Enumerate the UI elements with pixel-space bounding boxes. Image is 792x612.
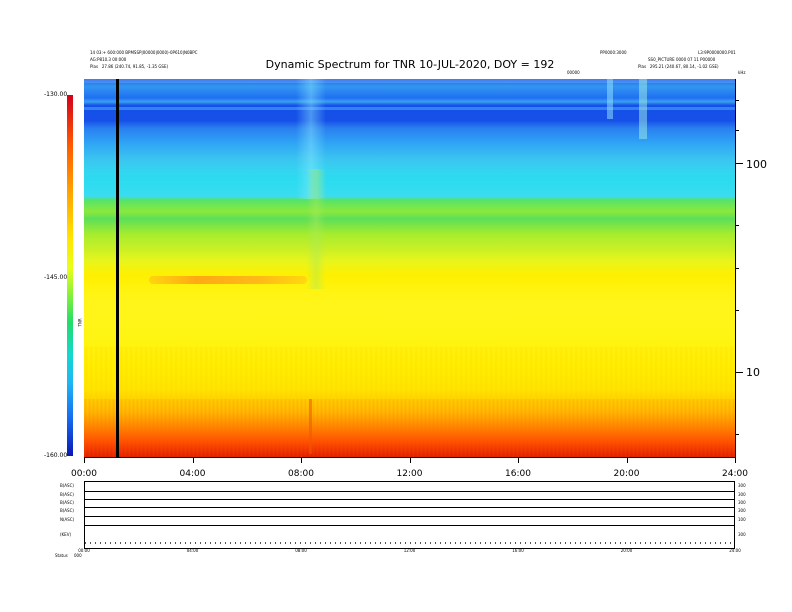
bottom-x-tick-label: 04:00 xyxy=(186,548,199,553)
emission-band xyxy=(149,276,307,284)
y-minor-tick xyxy=(735,434,739,435)
panel-row-right-4: 300 xyxy=(738,508,746,513)
x-tick xyxy=(626,457,628,463)
y-minor-tick xyxy=(735,225,739,226)
time-marker-line xyxy=(116,79,119,457)
header-right-mid: SS0_PICTURE 0000 07 11 P00000 xyxy=(648,57,716,62)
x-tick xyxy=(84,457,85,463)
plas-values-left: 27.86 (240.74, 91.85, -1.35 GSE) xyxy=(101,64,169,69)
panel-row-right-6: 300 xyxy=(738,532,746,537)
y-tick-label-10: 10 xyxy=(746,366,760,379)
header-info-line1: 14 03:+ 600:000 BPMSSP|00000|0000)-0P610… xyxy=(90,50,198,55)
plas-label-left: Plas xyxy=(90,64,99,69)
x-tick xyxy=(735,457,736,463)
header-info-line3: Plas 27.86 (240.74, 91.85, -1.35 GSE) xyxy=(90,64,168,69)
header-info-line2: AG:P810.3 00:000 xyxy=(90,57,127,62)
colorbar-tick-top: -130.00 xyxy=(44,91,68,98)
panel-row-label-5: N(ASC) xyxy=(60,517,75,522)
x-tick xyxy=(409,457,411,463)
y-tick-100 xyxy=(735,163,743,164)
panel-row-label-2: B(ASC) xyxy=(60,492,74,497)
x-tick xyxy=(301,457,302,463)
panel-row-label-3: B(ASC) xyxy=(60,500,74,505)
bottom-x-tick-label: 20:00 xyxy=(620,548,633,553)
bottom-x-tick-label: 16:00 xyxy=(512,548,524,553)
x-tick-label: 08:00 xyxy=(288,469,314,479)
header-info-right: Plas 295.21 (240.67, 80.14, -1.02 GSE) xyxy=(638,64,719,69)
x-tick-label: 20:00 xyxy=(613,469,640,479)
x-tick-label: 16:00 xyxy=(505,469,531,479)
x-tick-label: 24:00 xyxy=(722,469,748,479)
x-tick-label: 04:00 xyxy=(179,469,206,479)
plas-label-right: Plas xyxy=(638,64,647,69)
x-tick-label: 12:00 xyxy=(396,469,423,479)
status-value: 000 xyxy=(74,553,82,558)
panel-row-right-2: 300 xyxy=(738,492,746,497)
y-tick-label-100: 100 xyxy=(746,158,767,171)
chart-title: Dynamic Spectrum for TNR 10-JUL-2020, DO… xyxy=(265,58,555,71)
panel-row-label-4: B(ASC) xyxy=(60,508,74,513)
bottom-data-panel xyxy=(84,481,735,549)
y-minor-tick xyxy=(735,268,739,269)
colorbar-label: TNR xyxy=(77,318,83,327)
panel-row-right-1: 300 xyxy=(738,483,746,488)
x-tick-label: 00:00 xyxy=(71,469,97,479)
panel-row-label-1: B(ASC) xyxy=(60,483,74,488)
panel-row-label-6: (KEV) xyxy=(60,532,72,537)
y-minor-tick xyxy=(735,130,739,131)
y-tick-10 xyxy=(735,372,743,373)
panel-row-right-3: 300 xyxy=(738,500,746,505)
unit-label-khz: kHz xyxy=(738,70,746,75)
status-label: Status xyxy=(55,553,68,558)
y-minor-tick xyxy=(735,310,739,311)
colorbar-tick-bottom: -160.00 xyxy=(44,452,68,459)
header-right-a: PP0000:3000 xyxy=(600,50,627,55)
colorbar-tick-mid: -145.00 xyxy=(44,274,68,281)
y-minor-tick xyxy=(735,100,739,101)
x-tick xyxy=(518,457,519,463)
plas-values-right: 295.21 (240.67, 80.14, -1.02 GSE) xyxy=(649,64,719,69)
header-small-mid: 00000 xyxy=(567,70,580,75)
bottom-x-tick-label: 08:00 xyxy=(295,548,307,553)
bottom-x-tick-label: 00:00 xyxy=(78,548,90,553)
header-right-b: L3:9P0000000.P01 xyxy=(698,50,736,55)
colorbar xyxy=(67,95,73,456)
x-tick xyxy=(192,457,194,463)
bottom-x-tick-label: 12:00 xyxy=(403,548,416,553)
spectrogram xyxy=(84,79,735,457)
panel-row-right-5: 100 xyxy=(738,517,746,522)
bottom-x-tick-label: 24:00 xyxy=(729,548,741,553)
